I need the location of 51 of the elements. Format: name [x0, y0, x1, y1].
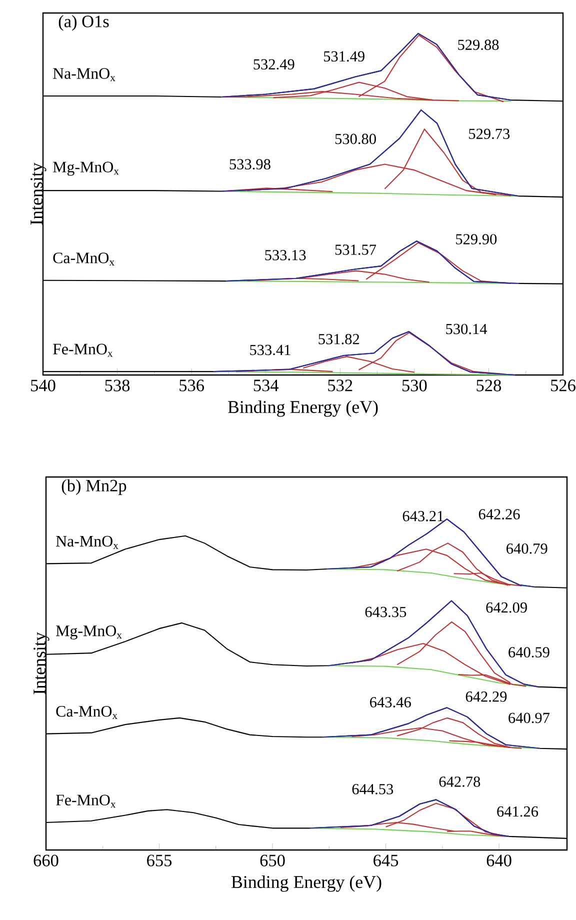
- annotation: 642.78: [439, 776, 480, 787]
- y-axis-title: Intensity: [34, 632, 50, 694]
- series-label: Fe-MnO$_{x}$: [56, 794, 116, 808]
- x-axis-title: Binding Energy (eV): [228, 400, 378, 417]
- annotation: 533.98: [230, 159, 270, 170]
- annotation: 529.90: [456, 234, 497, 244]
- x-tick-label: 536: [180, 380, 204, 392]
- x-tick-label: 660: [34, 854, 58, 866]
- annotation: 644.53: [352, 784, 394, 794]
- annotation: 532.49: [254, 59, 294, 70]
- annotation: 533.13: [265, 250, 306, 260]
- x-tick-label: 650: [260, 854, 285, 866]
- series-label: Ca-MnO$_{x}$: [56, 706, 118, 719]
- annotation: 642.09: [486, 602, 527, 613]
- x-tick-label: 534: [254, 380, 279, 392]
- annotation: 641.26: [497, 806, 538, 817]
- annotation: 531.49: [324, 51, 364, 62]
- annotation: 529.73: [469, 128, 510, 140]
- annotation: 642.29: [466, 692, 507, 702]
- x-tick-label: 640: [486, 854, 512, 866]
- x-tick-label: 538: [105, 380, 130, 392]
- x-tick-label: 645: [374, 854, 398, 866]
- series-label: Mg-MnO$_{x}$: [53, 162, 119, 176]
- annotation: 640.79: [506, 543, 548, 554]
- x-tick-label: 540: [31, 380, 56, 392]
- series-label: Ca-MnO$_{x}$: [53, 252, 114, 266]
- annotation: 530.80: [335, 134, 376, 144]
- y-axis-title: Intensity: [30, 162, 46, 225]
- x-tick-label: 532: [328, 380, 352, 392]
- series-label: Na-MnO$_{x}$: [53, 68, 116, 82]
- annotation: 642.26: [478, 509, 520, 520]
- annotation: 533.41: [250, 344, 290, 356]
- chart-title: (b) Mn2p: [62, 479, 126, 495]
- annotation: 640.97: [508, 712, 550, 724]
- x-axis-title: Binding Energy (eV): [231, 875, 382, 892]
- series-label: Na-MnO$_{x}$: [56, 536, 118, 549]
- annotation: 643.35: [365, 606, 406, 618]
- series-label: Fe-MnO$_{x}$: [53, 344, 113, 357]
- annotation: 643.46: [370, 697, 411, 708]
- series-label: Mg-MnO$_{x}$: [56, 626, 122, 640]
- x-tick-label: 526: [551, 380, 576, 392]
- x-tick-label: 655: [147, 854, 172, 866]
- annotation: 643.21: [402, 511, 444, 522]
- annotation: 529.88: [458, 40, 499, 50]
- annotation: 530.14: [446, 324, 488, 334]
- x-tick-label: 528: [476, 380, 502, 392]
- chart-title: (a) O1s: [58, 15, 109, 31]
- x-tick-label: 530: [402, 380, 427, 392]
- annotation: 531.57: [335, 244, 376, 255]
- annotation: 640.59: [508, 647, 550, 658]
- annotation: 531.82: [318, 334, 360, 344]
